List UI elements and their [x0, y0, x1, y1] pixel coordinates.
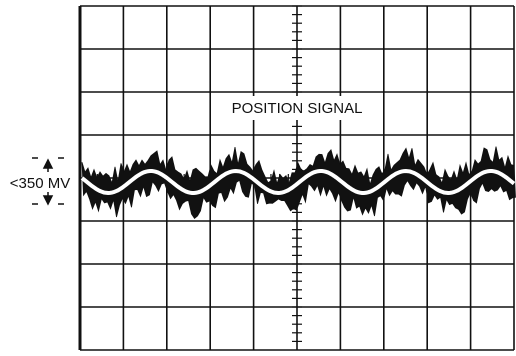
- scale-label: <350 MV: [10, 175, 70, 192]
- trace-label: POSITION SIGNAL: [232, 100, 363, 117]
- oscilloscope: POSITION SIGNAL <350 MV: [0, 0, 516, 356]
- page: POSITION SIGNAL <350 MV (() => { const d…: [0, 0, 516, 356]
